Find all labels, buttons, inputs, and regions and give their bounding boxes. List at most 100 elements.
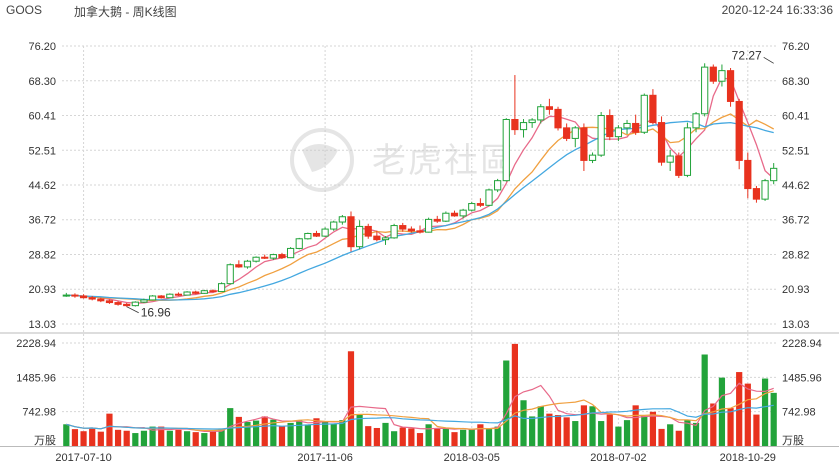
candle-body <box>735 100 743 161</box>
volume-bar <box>209 430 217 446</box>
volume-bar <box>149 426 156 446</box>
candle <box>718 64 726 87</box>
volume-tick-label-right: 1485.96 <box>782 372 822 384</box>
candle-body <box>286 247 295 259</box>
volume-bar <box>347 351 355 446</box>
candle-body <box>468 203 476 211</box>
volume-bar <box>201 433 208 446</box>
candle <box>209 289 217 293</box>
volume-bar <box>442 427 449 446</box>
price-tick-label-left: 20.93 <box>28 284 56 296</box>
candle <box>140 298 148 304</box>
volume-bar <box>554 415 562 446</box>
volume-bar <box>520 400 527 446</box>
volume-bar <box>218 428 225 446</box>
volume-bar <box>615 426 622 446</box>
volume-bar <box>399 427 406 446</box>
candle <box>243 259 252 269</box>
candle-body <box>235 264 243 268</box>
candle-body <box>554 108 562 129</box>
candle-body <box>563 127 571 139</box>
volume-bar <box>468 428 475 446</box>
candle <box>450 210 459 217</box>
volume-bar <box>408 428 415 446</box>
candle-body <box>597 115 605 156</box>
candle <box>399 222 407 232</box>
candle <box>88 295 96 301</box>
candle-body <box>200 290 208 294</box>
volume-bar <box>684 420 691 446</box>
volume-bar <box>416 433 424 446</box>
volume-bar <box>770 392 777 446</box>
candle-body <box>192 291 200 294</box>
candle <box>226 263 234 285</box>
volume-bar <box>744 383 751 446</box>
ticker-symbol: GOOS <box>6 3 43 17</box>
candle-body <box>226 264 234 285</box>
time-tick-label: 2018-10-29 <box>720 452 776 464</box>
volume-bar <box>589 406 596 446</box>
volume-bar <box>158 426 165 446</box>
candle-body <box>209 290 217 293</box>
candle-body <box>123 303 131 307</box>
candle <box>597 112 605 157</box>
candle <box>632 114 640 135</box>
candle <box>192 290 200 295</box>
candle <box>62 292 70 297</box>
candle-body <box>278 254 286 259</box>
candle <box>502 118 510 182</box>
candle <box>442 211 450 223</box>
volume-bar <box>278 426 286 446</box>
candle-body <box>649 94 657 124</box>
candle <box>692 112 700 133</box>
volume-bar <box>503 360 510 446</box>
candle-body <box>399 225 407 230</box>
candle-body <box>97 298 105 302</box>
price-tick-label-left: 44.62 <box>28 180 56 192</box>
volume-tick-label-right: 742.98 <box>782 407 816 419</box>
timestamp: 2020-12-24 16:33:36 <box>721 3 833 17</box>
volume-bar <box>598 421 605 446</box>
candle-body <box>183 291 191 296</box>
candle-body <box>519 122 528 131</box>
volume-bar <box>235 416 242 446</box>
time-tick-label: 2018-07-02 <box>590 452 646 464</box>
volume-bar <box>304 424 311 446</box>
candle <box>183 291 191 296</box>
volume-bar <box>425 424 432 446</box>
price-tick-label-left: 13.03 <box>28 319 56 331</box>
time-tick-label: 2017-11-06 <box>297 452 352 464</box>
volume-bar <box>296 420 303 446</box>
candle <box>364 223 372 239</box>
annotation-pointer <box>763 56 774 64</box>
candle <box>468 201 476 212</box>
candle-body <box>571 127 579 139</box>
volume-bar <box>460 429 467 446</box>
candle-body <box>761 180 769 200</box>
volume-ma-lines <box>66 382 774 432</box>
volume-bar <box>546 413 553 446</box>
candle <box>217 282 226 293</box>
candle-body <box>364 225 372 237</box>
candle <box>330 220 338 231</box>
time-tick-label: 2018-03-05 <box>444 452 500 464</box>
volume-bar <box>563 417 570 446</box>
candle-body <box>632 122 640 133</box>
volume-bar <box>451 432 458 446</box>
volume-bar <box>606 414 613 446</box>
candle-body <box>131 301 139 307</box>
price-tick-label-right: 60.41 <box>782 110 810 122</box>
candle-body <box>356 225 364 248</box>
candle-body <box>701 66 709 115</box>
candle <box>114 301 122 306</box>
volume-bar <box>106 413 113 446</box>
volume-bar <box>313 418 320 446</box>
price-tick-label-left: 68.30 <box>28 76 56 88</box>
candle <box>123 303 131 307</box>
candle <box>407 226 415 233</box>
price-annotations: 16.96 72.27 <box>126 48 774 320</box>
volume-bar <box>667 424 674 446</box>
volume-bar <box>753 414 760 446</box>
chart-header: GOOS 加拿大鹅 - 周K线图 2020-12-24 16:33:36 <box>0 0 839 22</box>
volume-bar <box>477 424 484 446</box>
